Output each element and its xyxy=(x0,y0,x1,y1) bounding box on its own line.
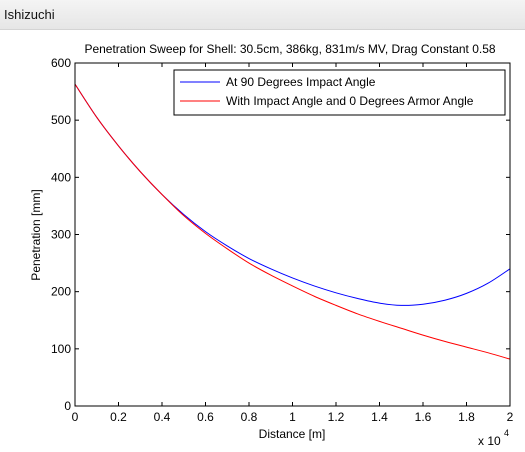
chart-title: Penetration Sweep for Shell: 30.5cm, 386… xyxy=(84,42,495,56)
x-multiplier-label: x 10 xyxy=(478,434,501,448)
y-tick-label: 600 xyxy=(51,56,71,70)
legend-label-1: At 90 Degrees Impact Angle xyxy=(226,75,376,89)
y-tick-label: 300 xyxy=(51,228,71,242)
legend-label-2: With Impact Angle and 0 Degrees Armor An… xyxy=(226,94,474,108)
figure-area: Penetration Sweep for Shell: 30.5cm, 386… xyxy=(0,30,525,452)
x-tick-label: 1.4 xyxy=(371,410,388,424)
window-titlebar: Ishizuchi xyxy=(0,0,525,30)
legend: At 90 Degrees Impact Angle With Impact An… xyxy=(173,69,506,116)
x-tick-label: 0 xyxy=(72,410,79,424)
penetration-chart: Penetration Sweep for Shell: 30.5cm, 386… xyxy=(29,42,514,448)
x-axis-ticks: 0 0.2 0.4 0.6 0.8 1 1.2 1.4 1.6 1.8 2 xyxy=(72,63,514,424)
y-tick-label: 0 xyxy=(64,399,71,413)
x-tick-label: 1.6 xyxy=(415,410,432,424)
x-tick-label: 0.6 xyxy=(197,410,214,424)
x-tick-label: 0.4 xyxy=(154,410,171,424)
y-axis-label: Penetration [mm] xyxy=(29,189,43,280)
x-tick-label: 1.2 xyxy=(328,410,345,424)
x-axis-label: Distance [m] xyxy=(259,427,326,441)
x-multiplier-exponent: 4 xyxy=(504,428,509,438)
x-tick-label: 1 xyxy=(289,410,296,424)
x-tick-label: 0.8 xyxy=(241,410,258,424)
y-tick-label: 400 xyxy=(51,170,71,184)
x-tick-label: 0.2 xyxy=(110,410,127,424)
window-title: Ishizuchi xyxy=(4,7,55,22)
plot-area xyxy=(75,63,510,406)
y-tick-label: 100 xyxy=(51,342,71,356)
y-tick-label: 500 xyxy=(51,113,71,127)
series-layer xyxy=(74,83,511,360)
series-line-2 xyxy=(74,83,511,360)
y-tick-label: 200 xyxy=(51,285,71,299)
x-tick-label: 1.8 xyxy=(458,410,475,424)
legend-box xyxy=(173,69,506,116)
x-tick-label: 2 xyxy=(507,410,514,424)
y-axis-ticks: 0 100 200 300 400 500 600 xyxy=(51,56,510,413)
